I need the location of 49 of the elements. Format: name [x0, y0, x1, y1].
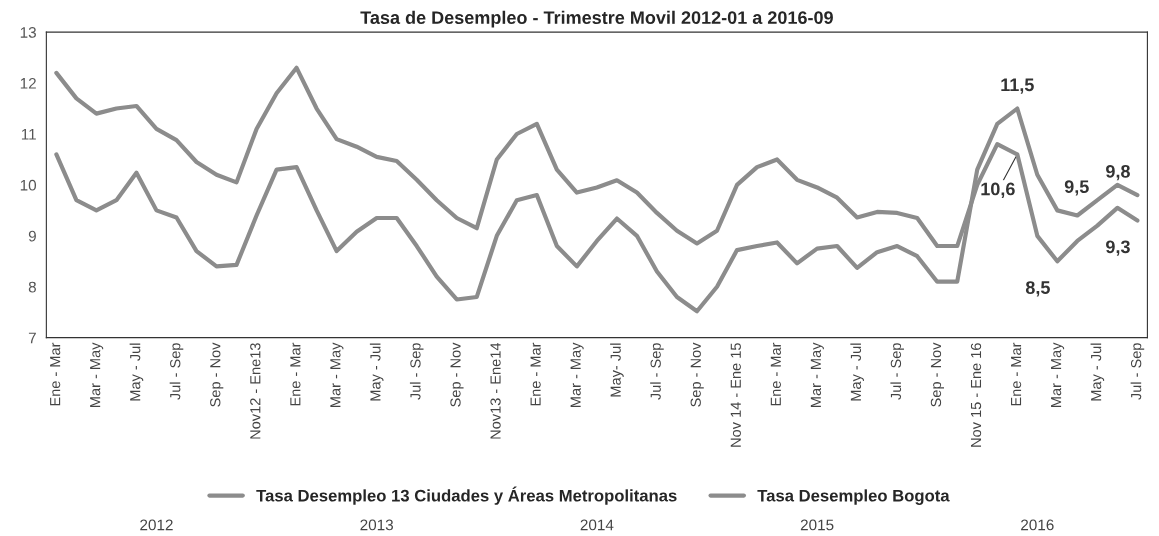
x-tick-label: May - Jul — [129, 343, 144, 401]
text: 2013 — [360, 519, 393, 531]
data-label: 11,5 — [1001, 78, 1034, 94]
x-tick-label: Mar - May — [1051, 342, 1065, 407]
x-tick-label: Mar - May — [570, 342, 584, 407]
x-tick-label: Jul - Sep — [650, 343, 664, 400]
x-tick-label: Jul - Sep — [890, 343, 904, 400]
x-tick-label: Nov12 - Ene13 — [250, 343, 261, 439]
data-label: 9,3 — [1106, 240, 1130, 256]
x-tick-label: May - Jul — [369, 343, 384, 401]
x-tick-label: Jul - Sep — [169, 343, 184, 400]
data-label: 9,8 — [1106, 164, 1130, 181]
x-tick-label: Ene - Mar — [290, 342, 301, 406]
x-tick-label: Sep - Nov — [930, 342, 945, 407]
x-tick-label: Mar - May — [90, 342, 104, 407]
x-tick-label: Ene - Mar — [530, 342, 541, 406]
data-label: 9,5 — [1064, 180, 1089, 196]
x-tick-label: Ene - Mar — [770, 342, 781, 406]
legend-label: Tasa Desempleo 13 Ciudades y Áreas Metropolitanas — [256, 486, 677, 505]
data-label: 10,6 — [981, 182, 1015, 198]
x-tick-label: Nov13 - Ene14 — [490, 342, 501, 439]
legend-label: Tasa Desempleo Bogota — [757, 489, 950, 505]
data-label: 8,5 — [1025, 281, 1050, 297]
x-tick-label: Jul - Sep — [409, 343, 424, 400]
x-tick-label: Sep - Nov — [690, 342, 704, 407]
text: 2016 — [1021, 519, 1054, 531]
text: 2012 — [140, 519, 173, 531]
x-tick-label: Mar - May — [810, 342, 824, 407]
text: 2014 — [580, 519, 614, 531]
x-tick-label: Ene - Mar — [50, 342, 61, 406]
y-tick-label: 9 — [28, 230, 36, 242]
y-tick-label: 12 — [20, 77, 36, 89]
x-tick-label: Ene - Mar — [1011, 342, 1022, 406]
x-tick-label: Sep - Nov — [210, 342, 224, 407]
y-tick-label: 13 — [20, 27, 36, 38]
x-tick-label: Sep - Nov — [450, 342, 464, 407]
y-tick-label: 11 — [21, 129, 36, 140]
x-tick-label: May- Jul — [610, 343, 624, 397]
chart-title: Tasa de Desempleo - Trimestre Movil 2012-01 a 2016-09 — [360, 10, 833, 28]
text: 2015 — [800, 519, 834, 531]
x-tick-label: May - Jul — [850, 343, 864, 401]
x-tick-label: Mar - May — [330, 342, 344, 407]
y-tick-label: 10 — [20, 179, 37, 191]
x-tick-label: Jul - Sep — [1130, 343, 1145, 400]
y-tick-label: 7 — [28, 332, 36, 344]
x-tick-label: Nov 14 - Ene 15 — [730, 343, 741, 447]
x-tick-label: Nov 15 - Ene 16 — [970, 343, 982, 447]
x-tick-label: May - Jul — [1090, 343, 1105, 401]
y-tick-label: 8 — [28, 281, 36, 293]
